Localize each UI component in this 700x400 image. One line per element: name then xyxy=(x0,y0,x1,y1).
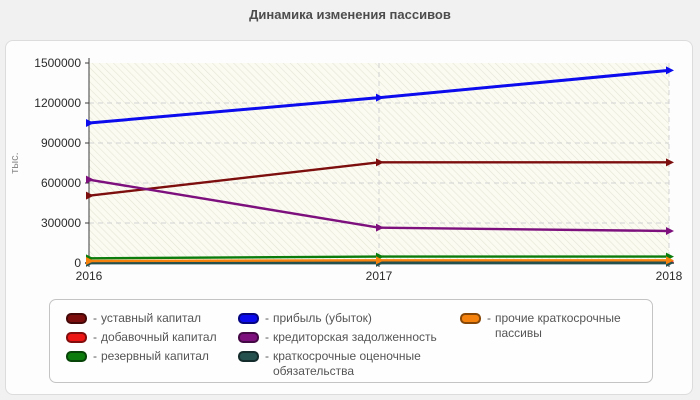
legend-item: - кредиторская задолженность xyxy=(238,330,460,345)
series-point-marker xyxy=(86,257,94,265)
series-point-marker xyxy=(376,256,384,265)
y-tick-label: 1200000 xyxy=(34,96,81,110)
legend-item: - прочие краткосрочные пассивы xyxy=(460,311,650,341)
legend-swatch xyxy=(238,351,259,362)
series-point-marker xyxy=(376,223,384,232)
legend-column: - прибыль (убыток) - кредиторская задолженн… xyxy=(238,311,460,383)
legend-column: - прочие краткосрочные пассивы xyxy=(460,311,650,345)
legend-dash: - xyxy=(93,311,97,325)
legend-swatch xyxy=(66,351,87,362)
legend-item-label: краткосрочные оценочные обязательства xyxy=(273,349,421,378)
y-tick-label: 0 xyxy=(74,256,81,270)
legend-swatch xyxy=(238,313,259,324)
legend-dash: - xyxy=(93,330,97,344)
series-point-marker xyxy=(376,93,384,102)
series-point-marker xyxy=(86,191,94,200)
series-point-marker xyxy=(666,66,674,75)
legend-item-label: прибыль (убыток) xyxy=(273,311,372,325)
legend-item: - прибыль (убыток) xyxy=(238,311,460,326)
series-point-marker xyxy=(376,158,384,167)
legend-item-label: кредиторская задолженность xyxy=(273,330,437,344)
series-point-marker xyxy=(666,256,674,265)
legend-item: - краткосрочные оценочные обязательства xyxy=(238,349,460,379)
legend-item: - уставный капитал xyxy=(66,311,238,326)
legend-item-label: добавочный капитал xyxy=(101,330,217,344)
x-tick-label: 2017 xyxy=(366,269,393,283)
y-tick-label: 600000 xyxy=(41,176,81,190)
chart-legend: - уставный капитал - добавочный капитал - рез… xyxy=(49,299,653,383)
legend-swatch xyxy=(66,313,87,324)
legend-swatch xyxy=(66,332,87,343)
legend-item: - резервный капитал xyxy=(66,349,238,364)
series-point-marker xyxy=(86,175,94,184)
legend-column: - уставный капитал - добавочный капитал - рез… xyxy=(66,311,238,368)
legend-swatch xyxy=(238,332,259,343)
y-tick-label: 1500000 xyxy=(34,56,81,70)
legend-dash: - xyxy=(265,330,269,344)
series-point-marker xyxy=(86,119,94,127)
legend-item-label: уставный капитал xyxy=(101,311,201,325)
series-point-marker xyxy=(666,227,674,235)
legend-dash: - xyxy=(93,349,97,363)
x-tick-label: 2016 xyxy=(76,269,103,283)
y-tick-label: 900000 xyxy=(41,136,81,150)
y-tick-label: 300000 xyxy=(41,216,81,230)
y-axis-title: тыс. xyxy=(9,152,21,174)
legend-item-label: резервный капитал xyxy=(101,349,209,363)
page-title: Динамика изменения пассивов xyxy=(249,7,451,22)
legend-dash: - xyxy=(265,311,269,325)
legend-dash: - xyxy=(487,311,491,325)
series-point-marker xyxy=(666,158,674,167)
line-chart: 0 300000 600000 900000 1200000 1500000 2016 201… xyxy=(9,56,683,283)
legend-item-label: прочие краткосрочные пассивы xyxy=(495,311,621,340)
chart-panel: 0 300000 600000 900000 1200000 1500000 2016 201… xyxy=(5,40,693,395)
legend-item: - добавочный капитал xyxy=(66,330,238,345)
legend-dash: - xyxy=(265,349,269,363)
x-tick-label: 2018 xyxy=(656,269,683,283)
legend-swatch xyxy=(460,313,481,324)
